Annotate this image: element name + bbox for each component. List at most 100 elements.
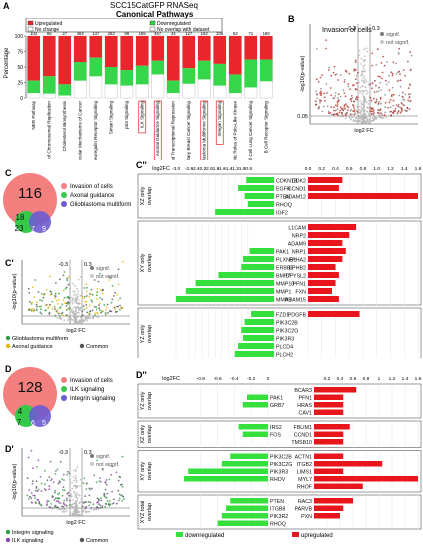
bar-upregulated bbox=[105, 36, 118, 67]
volcano-point bbox=[349, 88, 351, 91]
category-label: Cell Cycle Control of Chromosomal Replic… bbox=[46, 101, 51, 160]
volcano-point bbox=[362, 103, 365, 106]
volcano-point bbox=[346, 112, 348, 115]
volcano-point bbox=[91, 293, 94, 296]
volcano-point bbox=[373, 91, 376, 93]
volcano-point bbox=[65, 510, 68, 512]
volcano-point bbox=[361, 117, 364, 119]
x-tick-label: -1.4 bbox=[224, 166, 233, 172]
volcano-point bbox=[396, 80, 399, 82]
volcano-point bbox=[99, 309, 101, 312]
volcano-point bbox=[358, 105, 361, 108]
panel-a-title-line1: SCC15CatGFP RNASeq bbox=[110, 1, 198, 10]
group-box bbox=[137, 383, 422, 419]
volcano-point bbox=[402, 69, 405, 71]
legend-label-3: No overlap with dataset bbox=[157, 27, 210, 33]
volcano-point bbox=[66, 279, 69, 282]
volcano-point bbox=[407, 87, 410, 89]
volcano-point bbox=[74, 485, 77, 488]
volcano-point bbox=[95, 508, 98, 511]
volcano-point bbox=[117, 299, 120, 302]
bar-downregulated bbox=[182, 68, 195, 84]
volcano-point bbox=[77, 493, 80, 496]
volcano-point bbox=[319, 91, 322, 94]
volcano-point bbox=[354, 61, 357, 63]
volcano-point bbox=[53, 507, 56, 510]
volcano-point bbox=[86, 311, 88, 314]
volcano-point bbox=[83, 477, 86, 480]
volcano-point bbox=[110, 301, 113, 304]
group-label: overlap bbox=[147, 254, 153, 272]
volcano-point bbox=[342, 109, 345, 112]
volcano-point bbox=[75, 470, 77, 472]
volcano-point bbox=[98, 307, 100, 310]
volcano-point bbox=[49, 460, 52, 463]
volcano-point bbox=[333, 113, 336, 116]
volcano-point bbox=[75, 293, 77, 296]
volcano-point bbox=[328, 66, 330, 69]
volcano-point bbox=[333, 106, 335, 109]
bar-downregulated bbox=[244, 319, 274, 325]
volcano-point bbox=[353, 113, 356, 116]
venn-count-5: 9 bbox=[42, 226, 46, 233]
volcano-point bbox=[55, 282, 57, 284]
volcano-point bbox=[342, 89, 345, 92]
volcano-point bbox=[367, 112, 370, 115]
panel-b-letter: B bbox=[288, 14, 295, 24]
volcano-point bbox=[355, 120, 358, 123]
volcano-point bbox=[73, 469, 75, 472]
volcano-point bbox=[59, 502, 62, 505]
volcano-point bbox=[29, 495, 31, 498]
volcano-point bbox=[40, 308, 42, 310]
volcano-point bbox=[363, 120, 366, 123]
volcano-point bbox=[407, 60, 409, 63]
bar-upregulated bbox=[314, 424, 350, 430]
volcano-point bbox=[46, 502, 48, 504]
volcano-point bbox=[378, 100, 381, 103]
bar-downregulated bbox=[58, 84, 71, 96]
bar-upregulated bbox=[308, 185, 339, 191]
panel-d2-letter: D'' bbox=[136, 370, 147, 380]
volcano-point bbox=[35, 480, 38, 483]
volcano-point bbox=[64, 287, 67, 290]
volcano-point bbox=[73, 294, 75, 296]
bar-upregulated bbox=[308, 177, 343, 183]
volcano-point bbox=[50, 479, 52, 482]
volcano-point bbox=[108, 276, 111, 279]
bar-upregulated bbox=[314, 505, 344, 511]
volcano-point bbox=[93, 279, 96, 281]
volcano-point bbox=[122, 261, 124, 263]
volcano-point bbox=[63, 510, 66, 513]
volcano-point bbox=[75, 501, 77, 503]
volcano-point bbox=[77, 298, 80, 301]
volcano-point bbox=[71, 319, 74, 321]
volcano-point bbox=[37, 459, 40, 462]
volcano-point bbox=[55, 500, 58, 502]
volcano-point bbox=[405, 110, 408, 112]
volcano-point bbox=[54, 489, 57, 492]
volcano-point bbox=[363, 60, 365, 63]
volcano-point bbox=[105, 479, 108, 481]
bottom-legend-label: Common bbox=[86, 344, 108, 350]
volcano-point bbox=[36, 305, 38, 308]
volcano-point bbox=[84, 501, 87, 503]
volcano-point bbox=[91, 487, 93, 490]
category-label: Sirtuin Signaling bbox=[108, 101, 113, 135]
volcano-point bbox=[334, 95, 337, 97]
x-axis-label: log2 FC bbox=[354, 128, 373, 134]
x-tick-label: 0 bbox=[267, 376, 270, 382]
volcano-point bbox=[336, 105, 339, 108]
bar-downregulated bbox=[105, 67, 118, 85]
legend-notsig-dot bbox=[380, 40, 384, 44]
volcano-point bbox=[66, 473, 68, 476]
volcano-point bbox=[318, 107, 320, 109]
volcano-point bbox=[58, 482, 60, 485]
bottom-legend-label: Axonal guidance bbox=[12, 344, 53, 350]
volcano-point bbox=[337, 93, 340, 96]
bar-total-label: 384 bbox=[77, 31, 85, 36]
volcano-point bbox=[360, 102, 363, 105]
group-label: overlap bbox=[147, 462, 153, 480]
volcano-point bbox=[67, 276, 70, 279]
volcano-point bbox=[111, 490, 113, 493]
volcano-point bbox=[85, 488, 88, 490]
